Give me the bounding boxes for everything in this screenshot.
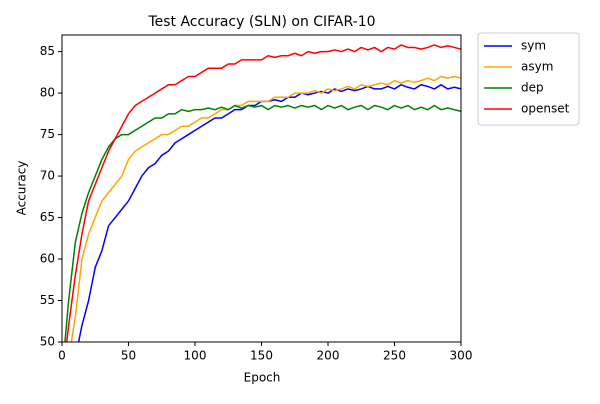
y-tick-label: 70 — [40, 169, 55, 183]
y-tick-label: 85 — [40, 44, 55, 58]
legend-box — [477, 32, 580, 126]
y-axis-label: Accuracy — [15, 161, 29, 216]
legend-label: dep — [521, 81, 544, 95]
y-tick-label: 50 — [40, 335, 55, 349]
legend-label: sym — [521, 39, 546, 53]
legend-label: openset — [521, 102, 570, 116]
series-line — [65, 44, 461, 342]
x-tick-label: 0 — [58, 349, 66, 363]
axes-frame — [61, 34, 462, 343]
y-tick-label: 80 — [40, 86, 55, 100]
chart-title: Test Accuracy (SLN) on CIFAR-10 — [147, 14, 375, 30]
y-tick-label: 55 — [40, 293, 55, 307]
x-tick-label: 150 — [250, 349, 273, 363]
x-tick-label: 200 — [317, 349, 340, 363]
x-tick-label: 250 — [383, 349, 406, 363]
x-tick-label: 100 — [184, 349, 207, 363]
x-tick-label: 50 — [121, 349, 136, 363]
x-tick-label: 300 — [450, 349, 473, 363]
legend-label: asym — [521, 60, 553, 74]
y-tick-label: 60 — [40, 252, 55, 266]
series-line — [64, 104, 461, 342]
series-line — [70, 75, 461, 342]
y-tick-label: 65 — [40, 210, 55, 224]
x-axis-label: Epoch — [244, 371, 281, 385]
y-tick-label: 75 — [40, 127, 55, 141]
plot-area — [64, 44, 461, 342]
